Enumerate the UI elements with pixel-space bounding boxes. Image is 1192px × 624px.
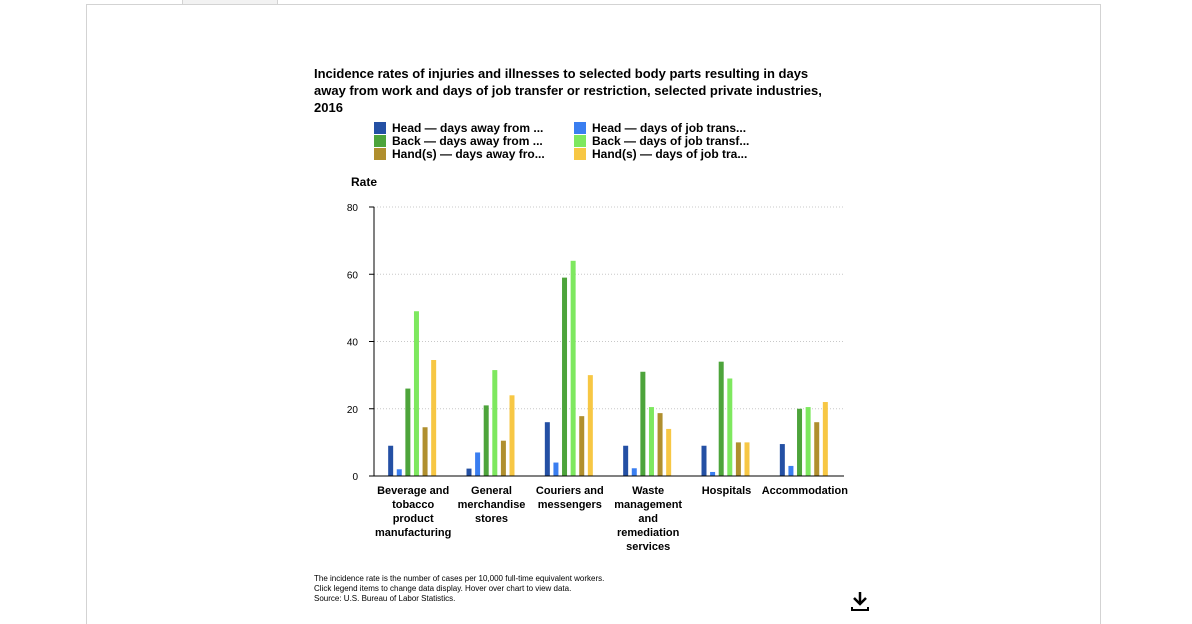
legend-swatch xyxy=(374,122,386,134)
bar[interactable]: Hand(s) — days away fro...: 17.8 xyxy=(579,416,585,476)
x-category-label: Accommodation xyxy=(762,485,848,497)
bar[interactable]: Back — days of job transf...: 49 xyxy=(413,311,419,476)
bar[interactable]: Back — days away from ...: 21 xyxy=(483,405,489,476)
bar[interactable]: Back — days away from ...: 31 xyxy=(640,371,646,476)
bar[interactable]: Hand(s) — days away fro...: 14.5 xyxy=(422,427,428,476)
bar[interactable]: Hand(s) — days away fro...: 10 xyxy=(735,442,741,476)
y-tick-label: 80 xyxy=(347,203,359,214)
y-axis-title: Rate xyxy=(351,175,377,189)
category-labels: Beverage and tobacco product manufacturingG… xyxy=(375,485,848,553)
x-category-label: Couriers and messengers xyxy=(536,485,604,511)
bar[interactable]: Hand(s) — days away fro...: 10.5 xyxy=(500,440,506,476)
gridlines xyxy=(374,206,844,410)
bar[interactable]: Head — days of job trans...: 2.3 xyxy=(631,468,637,476)
download-icon[interactable] xyxy=(849,590,871,612)
x-category-label: General merchandise stores xyxy=(458,485,526,525)
legend-label: Head — days away from ... xyxy=(392,121,544,135)
y-tick-label: 0 xyxy=(352,472,358,483)
bar[interactable]: Head — days of job trans...: 1.2 xyxy=(710,471,716,476)
legend-swatch xyxy=(574,122,586,134)
chart-title: Incidence rates of injuries and illnesse… xyxy=(314,66,822,115)
legend-item-head-job-transfer[interactable]: Head — days of job trans... xyxy=(574,122,746,135)
bar[interactable]: Back — days away from ...: 59 xyxy=(562,277,568,476)
bar[interactable]: Head — days away from ...: 16 xyxy=(544,422,550,476)
bar[interactable]: Back — days of job transf...: 31.5 xyxy=(492,370,498,476)
y-tick-label: 40 xyxy=(347,338,359,349)
legend-swatch xyxy=(574,135,586,147)
bar[interactable]: Head — days of job trans...: 4 xyxy=(553,462,559,476)
y-tick-label: 60 xyxy=(347,270,359,281)
legend-swatch xyxy=(574,148,586,160)
legend-item-hands-days-away[interactable]: Hand(s) — days away fro... xyxy=(374,148,545,161)
bar[interactable]: Hand(s) — days of job tra...: 10 xyxy=(744,442,750,476)
bar[interactable]: Hand(s) — days of job tra...: 22 xyxy=(822,402,828,476)
legend-label: Back — days of job transf... xyxy=(592,134,750,148)
legend-label: Head — days of job trans... xyxy=(592,121,747,135)
chart-frame xyxy=(86,4,1101,624)
bar[interactable]: Head — days of job trans...: 3 xyxy=(788,465,794,476)
bar[interactable]: Head — days away from ...: 9 xyxy=(701,445,707,476)
y-tick-label: 20 xyxy=(347,405,359,416)
bar[interactable]: Head — days away from ...: 9 xyxy=(388,445,394,476)
legend-item-back-job-transfer[interactable]: Back — days of job transf... xyxy=(574,135,749,148)
bar[interactable]: Back — days away from ...: 26 xyxy=(405,388,411,476)
axes xyxy=(373,207,844,477)
bar[interactable]: Back — days of job transf...: 20.5 xyxy=(805,407,811,476)
legend-item-back-days-away[interactable]: Back — days away from ... xyxy=(374,135,543,148)
footnote-rate-definition: The incidence rate is the number of case… xyxy=(314,574,605,583)
legend-item-head-days-away[interactable]: Head — days away from ... xyxy=(374,122,543,135)
bars[interactable]: Head — days away from ...: 9Head — days … xyxy=(388,260,828,476)
x-category-label: Beverage and tobacco product manufacturing xyxy=(375,485,451,539)
legend-label: Back — days away from ... xyxy=(392,134,543,148)
bar[interactable]: Back — days away from ...: 34 xyxy=(718,361,724,476)
y-axis-ticks: 0 20 40 60 80 xyxy=(347,203,374,483)
legend-label: Hand(s) — days of job tra... xyxy=(592,147,748,161)
bar[interactable]: Hand(s) — days of job tra...: 24 xyxy=(509,395,515,476)
bar[interactable]: Head — days of job trans...: 7 xyxy=(475,452,481,476)
tab-stub[interactable] xyxy=(182,0,278,5)
footnote-source: Source: U.S. Bureau of Labor Statistics. xyxy=(314,594,456,603)
footnotes: The incidence rate is the number of case… xyxy=(314,574,604,604)
legend-item-hands-job-transfer[interactable]: Hand(s) — days of job tra... xyxy=(574,148,747,161)
bar[interactable]: Hand(s) — days of job tra...: 30 xyxy=(587,375,593,476)
bar[interactable]: Head — days away from ...: 9 xyxy=(623,445,629,476)
x-category-label: Hospitals xyxy=(702,485,752,497)
x-category-label: Waste management and remediation services xyxy=(614,485,682,553)
bar[interactable]: Back — days of job transf...: 64 xyxy=(570,260,576,476)
legend-swatch xyxy=(374,148,386,160)
bar[interactable]: Hand(s) — days away fro...: 16 xyxy=(814,422,820,476)
bar[interactable]: Hand(s) — days of job tra...: 14 xyxy=(666,428,672,476)
bar[interactable]: Back — days of job transf...: 20.5 xyxy=(648,407,654,476)
legend-label: Hand(s) — days away fro... xyxy=(392,147,545,161)
footnote-instructions: Click legend items to change data displa… xyxy=(314,584,572,593)
bar[interactable]: Head — days of job trans...: 2 xyxy=(396,469,402,476)
bar[interactable]: Head — days away from ...: 9.5 xyxy=(779,444,785,476)
bar[interactable]: Back — days of job transf...: 29 xyxy=(727,378,733,476)
legend-swatch xyxy=(374,135,386,147)
bar[interactable]: Back — days away from ...: 20 xyxy=(797,408,803,476)
bar[interactable]: Hand(s) — days of job tra...: 34.5 xyxy=(431,359,437,476)
bar[interactable]: Head — days away from ...: 2.2 xyxy=(466,468,472,476)
bar[interactable]: Hand(s) — days away fro...: 18.7 xyxy=(657,413,663,476)
